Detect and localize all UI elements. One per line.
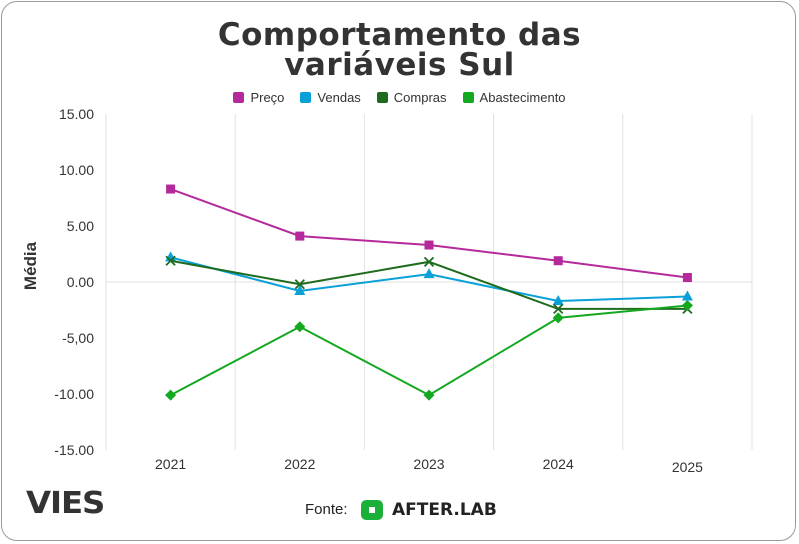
afterlab-logo: AFTER.LAB [358, 498, 497, 522]
x-tick-label: 2022 [284, 456, 315, 472]
data-point [294, 321, 306, 333]
data-point [423, 256, 435, 267]
x-tick-label: 2023 [413, 456, 444, 472]
data-point [553, 256, 563, 266]
legend-swatch [376, 92, 388, 103]
data-point [553, 303, 564, 315]
legend-label: Compras [393, 90, 447, 105]
y-tick-label: -15.00 [54, 442, 94, 458]
legend-swatch [300, 92, 312, 103]
source-name: AFTER.LAB [392, 500, 497, 520]
legend-label: Abastecimento [479, 90, 566, 105]
data-point [295, 231, 305, 241]
chart-title-line2: variáveis Sul [284, 47, 515, 83]
y-tick-label: 5.00 [67, 218, 94, 234]
data-point [424, 240, 434, 250]
data-point [681, 290, 693, 301]
data-point [294, 284, 306, 295]
data-point [552, 312, 564, 324]
y-tick-label: 10.00 [59, 162, 94, 178]
series-line-1 [170, 256, 688, 303]
x-tick-label: 2025 [672, 459, 703, 475]
legend-swatch [462, 92, 474, 103]
data-point [165, 255, 176, 266]
legend-label: Vendas [317, 90, 361, 105]
chart-legend: Preço Vendas Compras Abastecimento [0, 90, 799, 105]
y-tick-label: -5,00 [62, 330, 94, 346]
source-label: Fonte: [305, 501, 348, 518]
data-point [552, 295, 564, 306]
data-point [682, 273, 692, 283]
data-point [294, 279, 305, 290]
y-tick-label: 0.00 [67, 274, 94, 290]
afterlab-logo-icon [361, 500, 383, 520]
data-point [165, 389, 177, 401]
y-axis-label: Média [21, 241, 40, 290]
data-point [681, 300, 693, 312]
legend-label: Preço [250, 90, 285, 105]
data-point [166, 184, 176, 194]
chart-title-line1: Comportamento das [217, 17, 582, 53]
series-line-0 [170, 188, 688, 279]
series-line-3 [170, 304, 688, 397]
x-tick-label: 2024 [543, 456, 574, 472]
legend-swatch [233, 92, 245, 103]
legend-item[interactable]: Vendas [300, 90, 361, 105]
vies-logo: VIES [26, 486, 105, 521]
y-tick-label: -10.00 [54, 386, 94, 402]
x-tick-label: 2021 [155, 456, 186, 472]
y-tick-label: 15.00 [59, 106, 94, 122]
legend-item[interactable]: Abastecimento [462, 90, 566, 105]
legend-item[interactable]: Preço [233, 90, 284, 105]
data-point [423, 268, 435, 279]
data-point [423, 389, 435, 401]
legend-item[interactable]: Compras [376, 90, 447, 105]
